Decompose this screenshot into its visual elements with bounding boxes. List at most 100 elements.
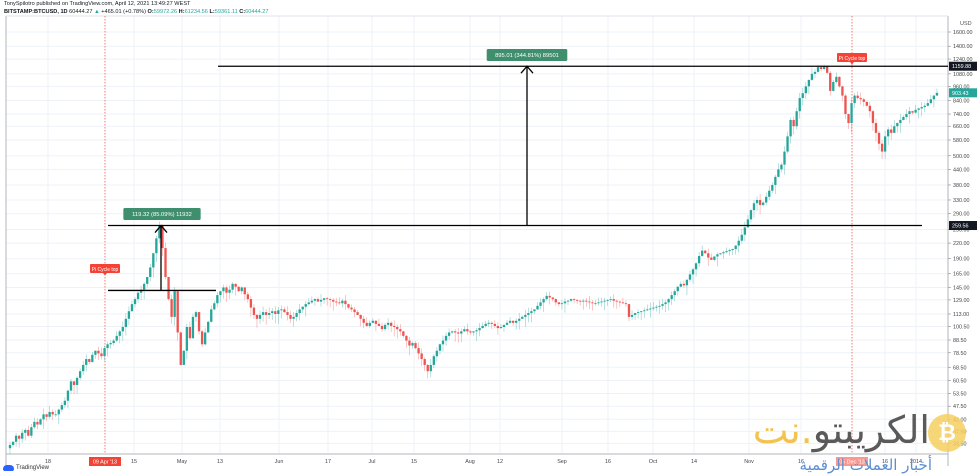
candle-up	[48, 411, 51, 417]
candle-up	[899, 119, 902, 124]
candle-down	[682, 283, 686, 286]
candle-up	[752, 203, 756, 211]
candle-up	[14, 435, 18, 442]
candle-up	[816, 67, 820, 72]
candle-up	[515, 320, 518, 323]
candle-up	[652, 307, 655, 309]
candle-up	[807, 79, 811, 87]
price-tick-label: 33.50	[953, 441, 967, 447]
price-tick-label: 1240.00	[953, 57, 973, 63]
price-tick-label: 53.50	[953, 392, 967, 398]
candle-up	[594, 303, 597, 305]
candle-up	[908, 111, 911, 115]
time-tick-label: Sep	[557, 459, 567, 465]
candle-up	[82, 364, 85, 372]
candle-up	[124, 318, 128, 328]
candle-down	[838, 76, 841, 87]
candle-down	[591, 302, 594, 304]
candle-up	[441, 340, 445, 345]
symbol-ohlc-line: BITSTAMP:BTCUSD, 1D 60444.27 ▲ +465.01 (…	[4, 8, 269, 15]
candle-down	[911, 111, 914, 113]
time-axis[interactable]: 18 15 May 13 Jun 17 Jul 15 Aug 12 Sep 16 Oct 14 Nov 16 1…	[45, 457, 922, 466]
candle-up	[371, 320, 375, 323]
candle-up	[935, 92, 939, 96]
candle-down	[890, 129, 893, 133]
time-tick-label: 14	[691, 459, 697, 465]
price-tick-label: 220.00	[953, 241, 970, 247]
candle-down	[283, 309, 286, 313]
candle-up	[33, 421, 36, 428]
price-tick-label: 1400.00	[953, 44, 973, 50]
tradingview-logo[interactable]: TradingView	[3, 465, 49, 471]
time-tick-label: 17	[325, 459, 331, 465]
candle-down	[329, 299, 332, 300]
candle-up	[112, 340, 115, 344]
candle-down	[332, 299, 335, 302]
pi-cycle-top-label[interactable]	[90, 264, 120, 273]
candle-down	[819, 67, 823, 70]
candle-up	[566, 300, 570, 302]
candle-up	[271, 311, 274, 314]
candle-up	[429, 364, 432, 372]
candle-up	[475, 330, 478, 332]
candle-down	[585, 300, 588, 302]
candle-up	[78, 371, 82, 378]
candle-up	[136, 292, 140, 300]
candle-up	[30, 427, 33, 436]
candle-up	[292, 316, 295, 319]
candle-up	[731, 249, 734, 251]
candle-up	[609, 299, 612, 300]
price-tick-label: 960.00	[953, 84, 970, 90]
candle-down	[234, 283, 237, 287]
candle-up	[219, 291, 222, 296]
candle-up	[777, 169, 780, 177]
price-tick-label: 440.00	[953, 167, 970, 173]
candle-up	[69, 381, 73, 391]
candle-down	[579, 300, 582, 302]
candle-down	[551, 297, 554, 300]
candle-up	[447, 332, 451, 336]
candle-down	[612, 299, 615, 301]
candle-down	[399, 329, 402, 332]
candle-up	[896, 123, 899, 127]
candle-up	[542, 299, 545, 303]
price-axis[interactable]: USD 1600.00 1400.00 1240.00 1080.00 960.00 840…	[948, 21, 973, 447]
candle-up	[822, 66, 826, 70]
candle-up	[582, 300, 585, 302]
svg-text:1159.88: 1159.88	[952, 64, 971, 70]
price-tick-label: 42.00	[953, 417, 967, 423]
candle-down	[627, 304, 631, 317]
candle-down	[496, 325, 500, 329]
pi-cycle-top-label[interactable]	[837, 53, 867, 62]
candle-up	[746, 219, 750, 228]
svg-text:119.32 (85.09%) 11932: 119.32 (85.09%) 11932	[132, 212, 192, 218]
candle-down	[161, 225, 164, 249]
candle-down	[841, 86, 844, 96]
candle-up	[94, 350, 97, 355]
arrow-head-icon	[520, 65, 534, 74]
candle-up	[719, 253, 722, 255]
candle-down	[188, 327, 192, 339]
candle-up	[923, 105, 926, 108]
tradingview-cloud-icon	[3, 465, 14, 471]
candle-down	[45, 414, 48, 417]
measure-label[interactable]	[486, 49, 568, 61]
candle-up	[926, 103, 929, 106]
candle-up	[600, 301, 603, 303]
candle-up	[106, 344, 109, 349]
candle-down	[405, 335, 408, 341]
candle-up	[701, 250, 704, 256]
candle-down	[393, 325, 396, 328]
candle-up	[518, 318, 521, 321]
candle-down	[859, 98, 862, 100]
time-tick-label: Nov	[744, 459, 754, 465]
price-tick-label: 580.00	[953, 138, 970, 144]
candle-up	[158, 225, 161, 239]
measure-label[interactable]	[123, 208, 201, 220]
candle-up	[658, 305, 661, 307]
candle-down	[170, 299, 173, 317]
candle-up	[21, 432, 24, 439]
candle-up	[795, 111, 798, 127]
candle-up	[435, 350, 439, 357]
